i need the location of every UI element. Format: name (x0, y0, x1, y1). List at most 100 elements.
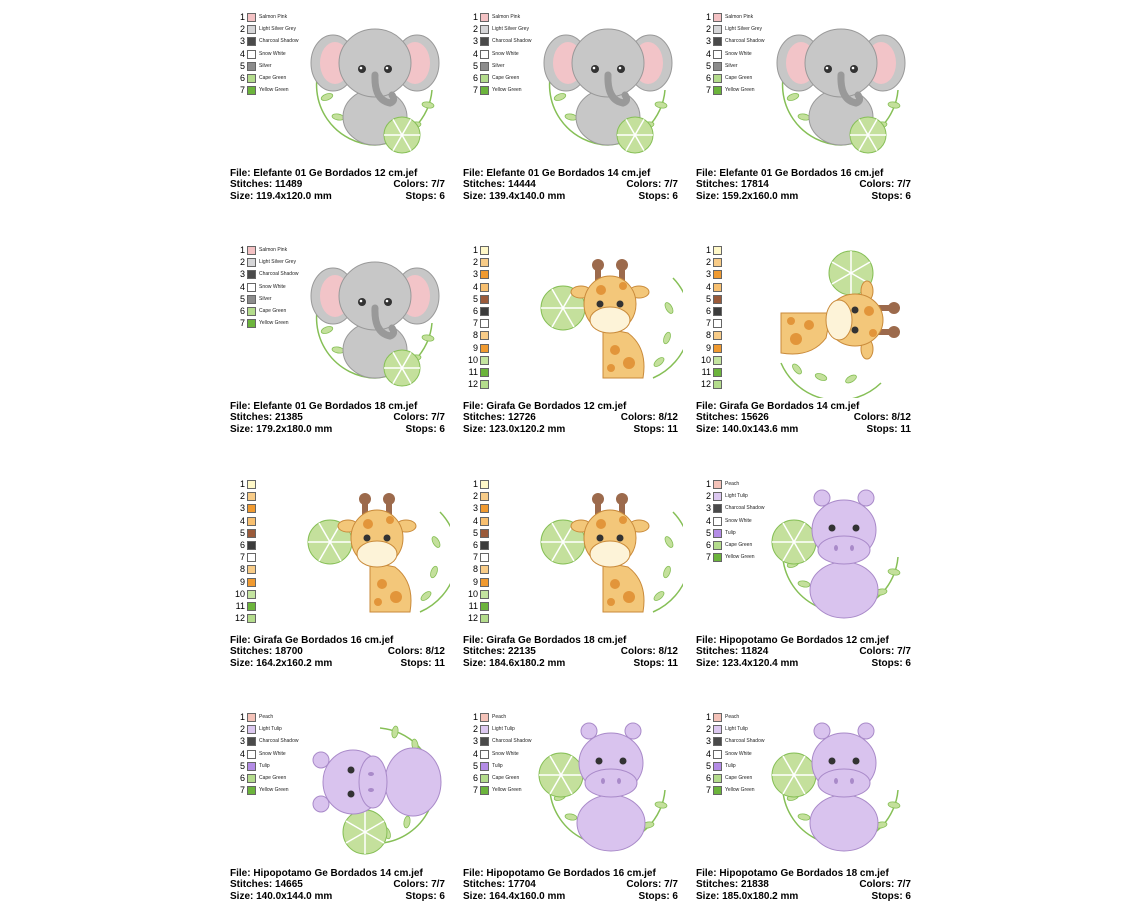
thread-color-row: 5 Silver (235, 294, 315, 306)
thread-name: Yellow Green (259, 87, 289, 94)
thread-number: 6 (239, 772, 245, 783)
elephant-embroidery-illustration (533, 5, 683, 165)
design-info: File: Elefante 01 Ge Bordados 18 cm.jef S… (230, 401, 445, 435)
thread-number: 12 (701, 379, 712, 390)
thread-number: 2 (239, 24, 245, 35)
design-info: File: Girafa Ge Bordados 18 cm.jef Stitch… (463, 635, 678, 669)
thread-number: 1 (239, 712, 245, 722)
thread-swatch (247, 737, 256, 747)
thread-number: 8 (705, 330, 711, 341)
thread-swatch (713, 246, 722, 255)
thread-swatch (480, 480, 489, 489)
design-info: File: Hipopotamo Ge Bordados 16 cm.jef St… (463, 868, 678, 902)
stitches-label: Stitches: 21838 (696, 879, 769, 891)
thread-name: Snow White (725, 50, 752, 57)
thread-palette: 1 Peach 2 Light Tulip 3 Charcoal Shadow 4 Snow … (468, 712, 548, 797)
thread-color-row: 11 (468, 367, 548, 379)
thread-swatch (480, 258, 489, 268)
thread-number: 10 (468, 588, 479, 599)
thread-color-row: 7 Yellow Green (235, 785, 315, 797)
thread-swatch (247, 540, 256, 550)
size-row: Size: 140.0x144.0 mm Stops: 6 (230, 891, 445, 902)
thread-swatch (713, 773, 722, 783)
stitches-label: Stitches: 14665 (230, 879, 303, 891)
thread-swatch (713, 13, 722, 22)
design-info: File: Hipopotamo Ge Bordados 12 cm.jef St… (696, 635, 911, 669)
thread-swatch (480, 504, 489, 514)
thread-color-row: 4 Snow White (468, 49, 548, 61)
stitches-row: Stitches: 14444 Colors: 7/7 (463, 179, 678, 190)
thread-swatch (247, 761, 256, 771)
thread-name: Snow White (492, 750, 519, 757)
thread-swatch (480, 37, 489, 47)
stitches-row: Stitches: 11489 Colors: 7/7 (230, 179, 445, 190)
size-row: Size: 139.4x140.0 mm Stops: 6 (463, 191, 678, 202)
thread-swatch (480, 270, 489, 280)
thread-name: Peach (259, 714, 274, 720)
thread-swatch (480, 331, 489, 341)
thread-name: Silver (259, 295, 272, 302)
elephant-embroidery-illustration (300, 238, 450, 398)
size-label: Size: 164.4x160.0 mm (463, 890, 566, 902)
thread-name: Snow White (259, 50, 286, 57)
thread-color-row: 3 Charcoal Shadow (701, 503, 781, 515)
stitches-row: Stitches: 17814 Colors: 7/7 (696, 179, 911, 190)
thread-number: 4 (705, 281, 711, 292)
thread-swatch (480, 86, 489, 96)
stitches-row: Stitches: 21385 Colors: 7/7 (230, 412, 445, 423)
thread-swatch (480, 601, 489, 611)
design-card: 1 2 3 4 5 6 7 8 9 10 11 12 File: Girafa Ge Bordados … (463, 472, 683, 682)
thread-number: 3 (239, 736, 245, 747)
thread-number: 2 (705, 724, 711, 735)
thread-color-row: 2 Light Silver Grey (235, 24, 315, 36)
file-label: File: Elefante 01 Ge Bordados 14 cm.jef (463, 168, 651, 179)
thread-color-row: 11 (235, 601, 315, 613)
thread-number: 1 (705, 245, 711, 255)
thread-number: 8 (472, 330, 478, 341)
stitches-label: Stitches: 18700 (230, 646, 303, 658)
thread-swatch (247, 492, 256, 502)
thread-number: 7 (239, 85, 245, 96)
thread-color-row: 5 Silver (468, 61, 548, 73)
thread-color-row: 12 (468, 379, 548, 391)
thread-swatch (713, 270, 722, 280)
size-row: Size: 164.2x160.2 mm Stops: 11 (230, 658, 445, 669)
thread-color-row: 9 (701, 343, 781, 355)
design-card: 1 2 3 4 5 6 7 8 9 10 11 12 File: Girafa Ge Bordados … (696, 238, 916, 448)
file-row: File: Elefante 01 Ge Bordados 18 cm.jef (230, 401, 445, 412)
thread-color-row: 4 Snow White (235, 282, 315, 294)
thread-color-row: 2 Light Silver Grey (468, 24, 548, 36)
thread-name: Cape Green (492, 74, 520, 81)
thread-number: 5 (705, 293, 711, 304)
colors-label: Colors: 7/7 (393, 412, 445, 424)
thread-swatch (480, 749, 489, 759)
thread-color-row: 4 (468, 282, 548, 294)
thread-color-row: 2 (701, 257, 781, 269)
thread-name: Light Tulip (725, 726, 748, 733)
thread-swatch (247, 86, 256, 96)
thread-color-row: 8 (468, 330, 548, 342)
thread-number: 5 (472, 527, 478, 538)
thread-name: Light Silver Grey (259, 26, 296, 33)
thread-number: 4 (472, 515, 478, 526)
thread-number: 3 (705, 503, 711, 514)
thread-swatch (713, 504, 722, 514)
file-row: File: Girafa Ge Bordados 12 cm.jef (463, 401, 678, 412)
thread-color-row: 6 Cape Green (235, 73, 315, 85)
thread-name: Charcoal Shadow (492, 738, 532, 745)
thread-palette: 1 Peach 2 Light Tulip 3 Charcoal Shadow 4 Snow … (701, 479, 781, 564)
thread-swatch (247, 306, 256, 316)
thread-color-row: 4 (468, 516, 548, 528)
thread-color-row: 7 Yellow Green (468, 85, 548, 97)
thread-name: Light Tulip (259, 726, 282, 733)
stitches-row: Stitches: 11824 Colors: 7/7 (696, 646, 911, 657)
thread-name: Tulip (725, 529, 736, 536)
thread-number: 4 (705, 48, 711, 59)
thread-number: 7 (472, 552, 478, 563)
thread-palette: 1 2 3 4 5 6 7 8 9 10 11 12 (701, 245, 781, 391)
thread-number: 3 (472, 736, 478, 747)
thread-color-row: 3 (468, 269, 548, 281)
thread-name: Snow White (492, 50, 519, 57)
thread-name: Charcoal Shadow (492, 38, 532, 45)
hippo-embroidery-illustration (533, 705, 683, 865)
